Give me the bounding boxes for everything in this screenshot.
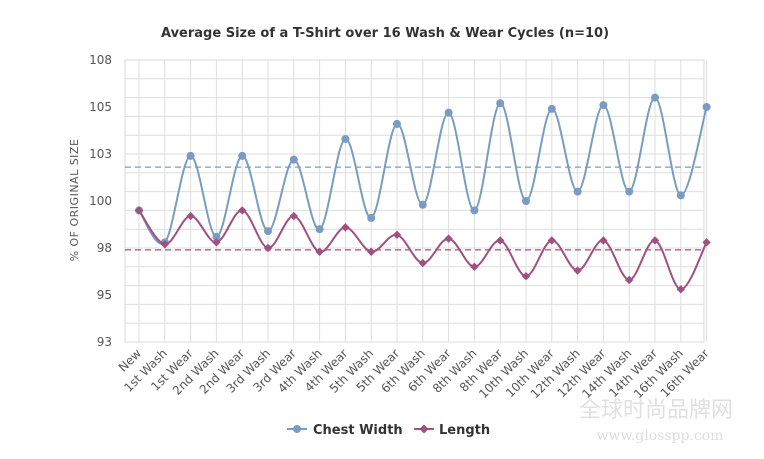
data-point-length xyxy=(238,206,247,215)
y-tick-label: 95 xyxy=(97,288,112,302)
data-point-length xyxy=(134,206,144,215)
plot-frame xyxy=(124,59,705,343)
data-point-length xyxy=(573,266,582,275)
data-point-length xyxy=(702,238,711,247)
legend-item-length: Length xyxy=(414,423,490,438)
data-point-chest-width xyxy=(702,103,711,111)
data-point-chest-width xyxy=(238,151,247,160)
data-point-chest-width xyxy=(599,101,608,110)
data-point-chest-width xyxy=(212,232,221,241)
data-point-length xyxy=(496,236,505,245)
legend-label-length: Length xyxy=(439,423,490,438)
watermark-text-2: www.glosspp.com xyxy=(597,428,724,444)
data-point-length xyxy=(625,275,634,285)
data-point-chest-width xyxy=(393,119,401,128)
data-point-chest-width xyxy=(522,197,530,205)
y-tick-label: 100 xyxy=(89,194,112,208)
y-tick-label: 98 xyxy=(97,241,112,255)
data-point-length xyxy=(470,262,479,271)
data-point-length xyxy=(315,247,324,256)
data-point-length xyxy=(263,243,273,253)
data-point-length xyxy=(341,223,350,232)
grid-lines xyxy=(124,59,708,343)
series-lines xyxy=(134,93,711,294)
data-point-chest-width xyxy=(625,187,634,196)
data-point-chest-width xyxy=(186,151,195,160)
y-tick-label: 105 xyxy=(89,100,112,114)
data-point-length xyxy=(521,272,531,281)
data-point-length xyxy=(289,211,298,221)
watermark-text-1: 全球时尚品牌网 xyxy=(579,398,733,423)
y-tick-label: 108 xyxy=(89,53,112,67)
data-point-chest-width xyxy=(418,200,427,209)
data-point-chest-width xyxy=(341,134,350,143)
data-point-length xyxy=(676,285,685,294)
data-point-length xyxy=(392,230,402,240)
legend: Chest Width Length xyxy=(287,423,490,438)
data-point-length xyxy=(212,238,221,247)
reference-lines xyxy=(125,166,704,251)
y-axis-label: % OF ORIGINAL SIZE xyxy=(68,139,81,262)
data-point-chest-width xyxy=(444,108,453,117)
data-point-chest-width xyxy=(367,213,376,222)
data-point-chest-width xyxy=(573,187,582,196)
data-point-chest-width xyxy=(676,191,685,200)
data-point-length xyxy=(650,236,660,245)
data-point-length xyxy=(444,234,453,243)
y-tick-labels: 93 95 98 100 103 105 108 xyxy=(89,53,112,349)
data-point-chest-width xyxy=(496,99,505,108)
data-point-chest-width xyxy=(651,93,659,102)
legend-item-chest-width: Chest Width xyxy=(287,423,403,438)
data-point-length xyxy=(547,236,556,245)
legend-label-chest-width: Chest Width xyxy=(313,423,403,438)
legend-marker-chest-width xyxy=(293,425,301,433)
data-point-length xyxy=(160,240,169,249)
data-point-length xyxy=(418,258,427,268)
data-point-chest-width xyxy=(264,227,272,236)
data-point-length xyxy=(186,211,195,221)
data-point-chest-width xyxy=(289,155,298,164)
watermark: 全球时尚品牌网 www.glosspp.com xyxy=(579,398,733,444)
data-point-chest-width xyxy=(547,104,556,113)
data-point-length xyxy=(599,236,608,245)
legend-marker-length xyxy=(419,424,429,434)
y-tick-label: 93 xyxy=(97,335,112,349)
data-point-chest-width xyxy=(315,225,324,234)
data-point-length xyxy=(367,247,376,256)
data-point-chest-width xyxy=(470,206,479,215)
y-tick-label: 103 xyxy=(89,147,112,161)
chart-title: Average Size of a T-Shirt over 16 Wash &… xyxy=(161,26,609,41)
